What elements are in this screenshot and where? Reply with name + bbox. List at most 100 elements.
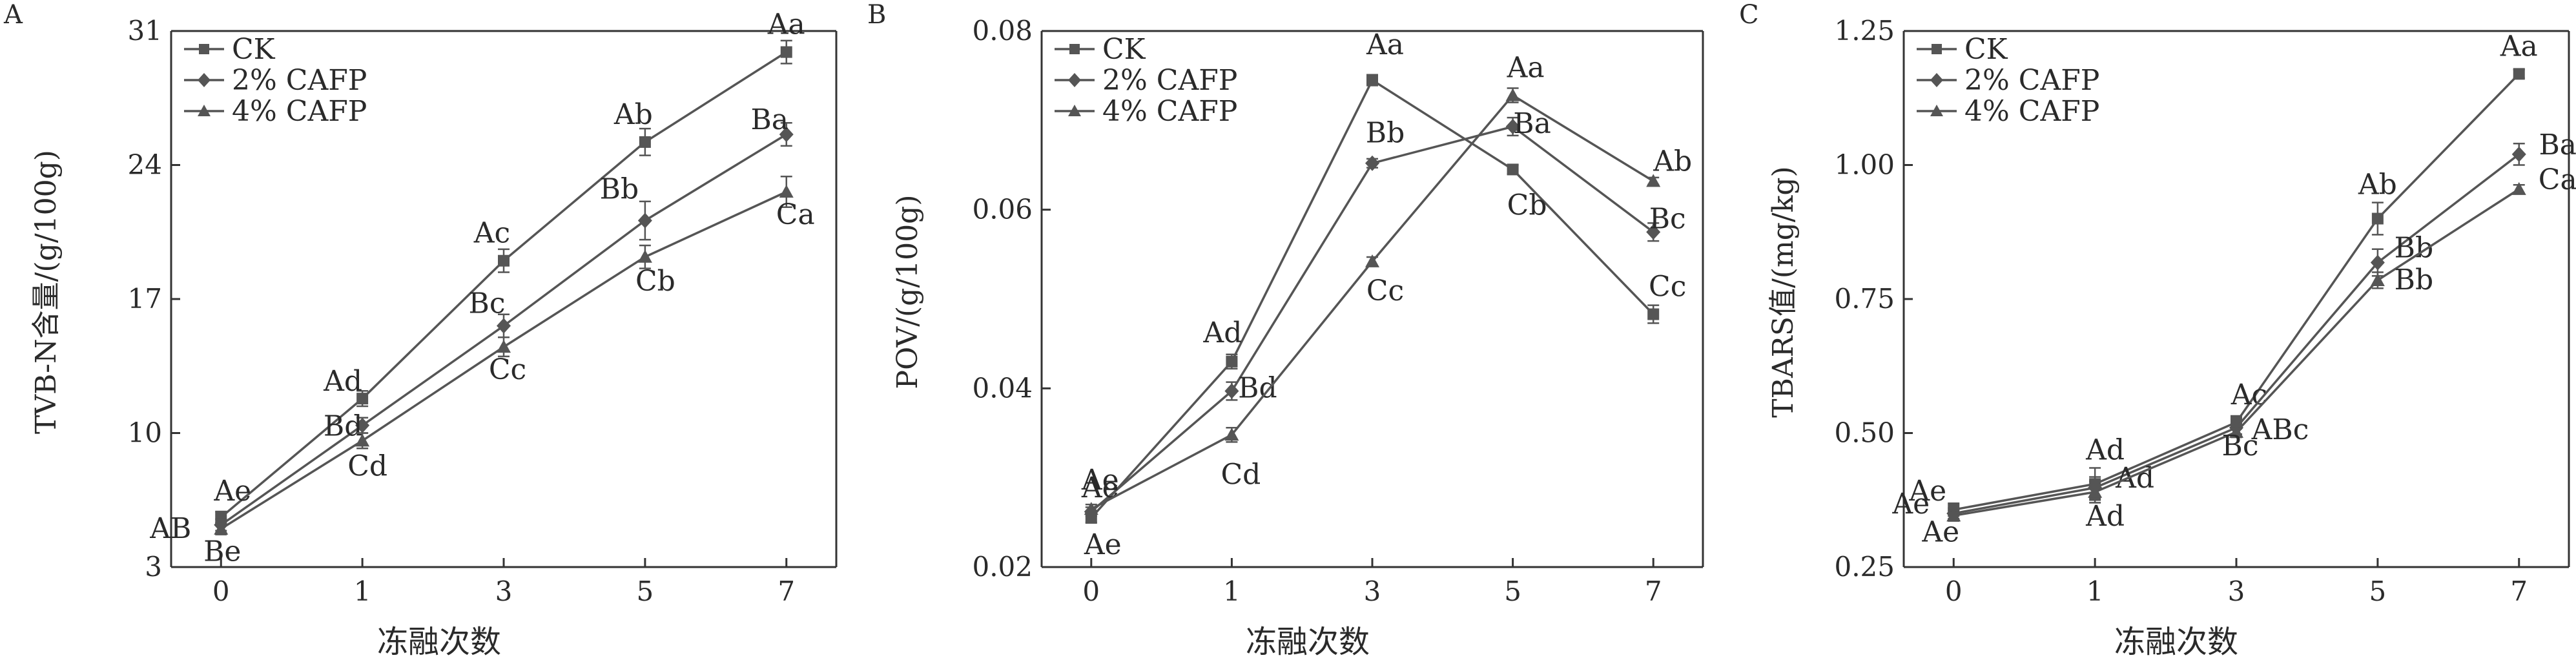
significance-label: Ad xyxy=(2085,500,2125,533)
x-tick-label: 3 xyxy=(2228,575,2245,607)
y-tick-label: 17 xyxy=(128,283,162,315)
data-point-triangle xyxy=(637,249,652,263)
legend-marker xyxy=(1932,44,1942,54)
legend-label: 4% CAFP xyxy=(1102,95,1237,128)
y-axis-label: TVB-N含量/(g/100g) xyxy=(30,150,63,434)
y-tick-label: 0.50 xyxy=(1834,417,1895,449)
y-tick-label: 1.25 xyxy=(1834,15,1895,47)
panel-c: C TBARS值/(mg/kg) 冻融次数 0.25 0.50 0.75 1.00 1.… xyxy=(1739,0,2576,660)
data-point-diamond xyxy=(1505,119,1520,135)
significance-label: Ae xyxy=(1081,471,1119,504)
significance-label: Cc xyxy=(489,353,526,386)
x-tick-label: 7 xyxy=(2510,575,2528,607)
legend-label: 2% CAFP xyxy=(232,64,367,97)
significance-label: Cb xyxy=(635,265,675,298)
significance-label: Aa xyxy=(1366,28,1404,61)
data-point-triangle xyxy=(214,521,229,535)
significance-label: Ac xyxy=(473,217,510,250)
significance-label: Bb xyxy=(1366,117,1405,150)
y-tick-label: 0.08 xyxy=(972,15,1033,47)
panel-letter: A xyxy=(3,0,23,30)
legend-label: CK xyxy=(232,33,276,66)
legend-label: CK xyxy=(1102,33,1146,66)
significance-label: Ae xyxy=(1891,488,1930,521)
data-point-square xyxy=(1226,355,1238,367)
x-tick-label: 5 xyxy=(2369,575,2387,607)
data-point-diamond xyxy=(1224,383,1239,399)
significance-label: Aa xyxy=(1507,52,1545,85)
significance-label: Ab xyxy=(613,98,653,131)
y-tick-label: 0.25 xyxy=(1834,551,1895,583)
y-tick-label: 0.02 xyxy=(972,551,1033,583)
data-point-square xyxy=(1647,308,1660,320)
y-tick-label: 3 xyxy=(145,551,162,583)
y-tick-label: 0.75 xyxy=(1834,283,1895,315)
significance-label: Ad xyxy=(2115,462,2154,495)
data-point-triangle xyxy=(779,185,794,198)
data-point-triangle xyxy=(1646,174,1661,187)
x-tick-label: 1 xyxy=(354,575,371,607)
legend-marker xyxy=(1930,105,1943,116)
data-point-diamond xyxy=(355,417,370,433)
x-axis-label: 冻融次数 xyxy=(377,624,501,660)
x-tick-label: 1 xyxy=(1223,575,1241,607)
significance-label: Bc xyxy=(2222,429,2259,462)
y-tick-label: 0.04 xyxy=(972,372,1033,404)
legend-marker xyxy=(1069,44,1080,54)
y-tick-label: 31 xyxy=(128,15,162,47)
data-point-diamond xyxy=(1365,155,1379,171)
significance-label: Cb xyxy=(1507,189,1547,222)
significance-label: Ae xyxy=(213,475,251,508)
significance-label: Ab xyxy=(2358,169,2397,202)
x-tick-label: 3 xyxy=(495,575,513,607)
plot-area: 0.02 0.04 0.06 0.08 0 1 3 5 7 Ae Ad Aa Cb Cc Ae Bd Bb Ba B… xyxy=(972,15,1704,607)
series-line xyxy=(1090,125,1654,513)
legend-label: 2% CAFP xyxy=(1102,64,1237,97)
significance-label: Bb xyxy=(600,172,639,205)
y-axis-label: TBARS值/(mg/kg) xyxy=(1767,166,1800,417)
y-tick-label: 0.06 xyxy=(972,194,1033,225)
legend-label: 2% CAFP xyxy=(1964,64,2099,97)
x-tick-label: 5 xyxy=(1504,575,1521,607)
significance-label: Ae xyxy=(1908,475,1946,508)
significance-label: Ad xyxy=(323,365,362,398)
data-point-square xyxy=(780,46,792,58)
significance-label: AB xyxy=(149,512,191,545)
significance-label: Ad xyxy=(2085,433,2125,466)
significance-label: Ca xyxy=(776,198,815,231)
legend-marker xyxy=(199,44,209,54)
y-tick-label: 1.00 xyxy=(1834,149,1895,181)
data-point-triangle xyxy=(2511,181,2526,195)
data-point-square xyxy=(498,254,510,267)
y-axis-label: POV/(g/100g) xyxy=(891,195,924,389)
x-axis-label: 冻融次数 xyxy=(2114,624,2238,660)
panel-letter: C xyxy=(1739,0,1759,30)
legend-label: CK xyxy=(1964,33,2008,66)
legend-marker xyxy=(198,105,211,116)
x-tick-label: 0 xyxy=(1945,575,1963,607)
significance-label: Ca xyxy=(2539,163,2576,196)
data-point-square xyxy=(639,136,651,148)
significance-label: Ac xyxy=(2231,378,2267,411)
legend-marker xyxy=(1930,73,1943,87)
data-point-triangle xyxy=(355,433,370,447)
data-point-diamond xyxy=(2511,146,2526,162)
data-point-diamond xyxy=(637,212,652,229)
data-point-triangle xyxy=(1224,428,1239,441)
significance-label: Be xyxy=(203,535,241,568)
significance-label: Ae xyxy=(1081,464,1119,497)
significance-label: Cd xyxy=(347,450,387,482)
data-point-square xyxy=(2513,68,2525,80)
significance-label: Bb xyxy=(2395,264,2434,296)
x-tick-label: 5 xyxy=(637,575,654,607)
data-point-triangle xyxy=(1084,502,1098,515)
data-point-triangle xyxy=(2370,273,2385,286)
legend-marker xyxy=(198,73,211,87)
significance-label: Ba xyxy=(2539,129,2576,161)
data-point-square xyxy=(1366,74,1378,87)
legend-label: 4% CAFP xyxy=(1964,95,2099,128)
data-point-square xyxy=(2371,212,2384,225)
data-point-triangle xyxy=(2229,424,2243,438)
